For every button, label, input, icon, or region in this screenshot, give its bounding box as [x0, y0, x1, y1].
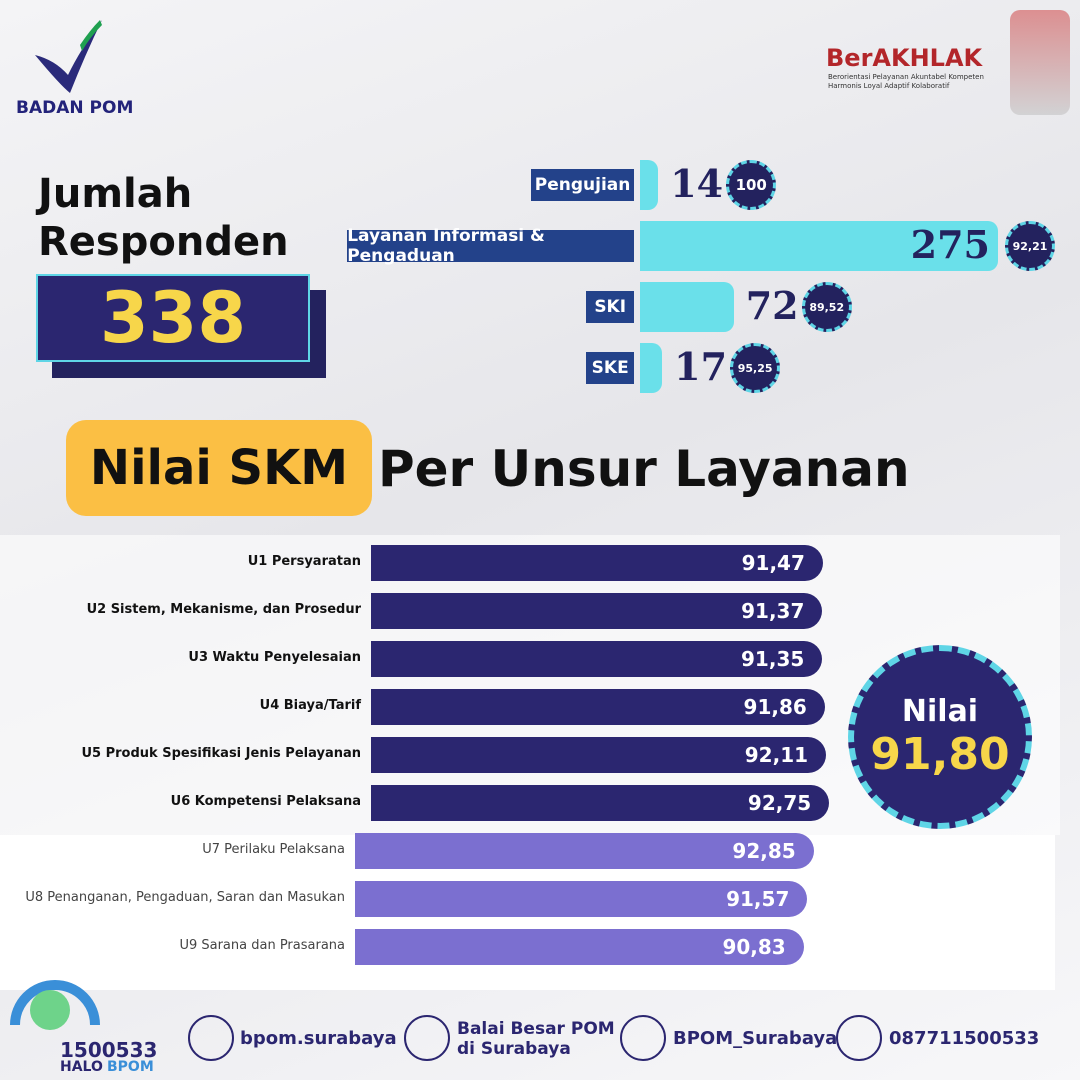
service-count: 72 — [745, 283, 799, 328]
item-bar — [355, 929, 804, 965]
service-score: 95,25 — [730, 343, 781, 393]
item-value: 91,47 — [741, 551, 805, 575]
item-label: U2 Sistem, Mekanisme, dan Prosedur — [86, 602, 361, 617]
item-value: 91,35 — [741, 647, 805, 671]
item-label: U1 Persyaratan — [247, 554, 361, 569]
service-count: 275 — [910, 222, 990, 267]
item-label: U8 Penanganan, Pengaduan, Saran dan Masu… — [25, 890, 345, 905]
service-bar — [640, 160, 659, 210]
whatsapp: 087711500533 — [889, 1028, 1040, 1049]
service-bar — [640, 282, 734, 332]
service-label: Pengujian — [531, 169, 634, 201]
title-line: Responden — [38, 219, 289, 265]
brand-tagline: Berorientasi Pelayanan Akuntabel Kompete… — [828, 73, 984, 81]
item-label: U3 Waktu Penyelesaian — [188, 650, 361, 665]
instagram-icon — [188, 1015, 234, 1061]
item-value: 92,75 — [747, 791, 812, 815]
item-value: 90,83 — [722, 935, 786, 959]
overall-label: Nilai — [901, 694, 979, 729]
brand: BerAKHLAK — [826, 44, 983, 72]
item-bar — [355, 881, 808, 917]
service-score: 92,21 — [1005, 221, 1055, 271]
item-bar — [371, 737, 827, 773]
item-bar — [371, 785, 830, 821]
logo-mark — [35, 20, 102, 93]
item-value: 92,11 — [744, 743, 809, 767]
item-label: U6 Kompetensi Pelaksana — [170, 794, 361, 809]
item-bar — [371, 641, 823, 677]
item-bar — [355, 833, 814, 869]
hotline: 1500533 — [60, 1038, 158, 1062]
title-line: Jumlah — [38, 171, 193, 217]
service-count: 17 — [674, 344, 728, 389]
item-value: 91,37 — [741, 599, 805, 623]
hotline-icon — [10, 980, 100, 1030]
skm-title-highlight: Nilai SKM — [66, 420, 372, 516]
item-value: 92,85 — [732, 839, 796, 863]
service-label: Layanan Informasi & Pengaduan — [347, 226, 634, 266]
service-bar — [640, 221, 998, 271]
item-bar — [371, 593, 823, 629]
total: 338 — [36, 274, 310, 362]
statue — [1010, 10, 1070, 115]
item-bar — [371, 689, 825, 725]
logo-text: BADAN POM — [16, 98, 134, 118]
facebook-icon — [404, 1015, 450, 1061]
hotline-name: HALO — [60, 1059, 103, 1075]
hotline-name: BPOM — [107, 1059, 154, 1075]
item-value: 91,57 — [726, 887, 790, 911]
instagram: bpom.surabaya — [240, 1028, 397, 1049]
overall-value: 91,80 — [870, 729, 1010, 780]
item-value: 91,86 — [743, 695, 807, 719]
whatsapp-icon — [836, 1015, 882, 1061]
item-label: U4 Biaya/Tarif — [259, 698, 361, 713]
twitter: BPOM_Surabaya — [673, 1028, 838, 1049]
item-label: U7 Perilaku Pelaksana — [202, 842, 345, 857]
service-score: 100 — [726, 160, 777, 210]
item-label: U5 Produk Spesifikasi Jenis Pelayanan — [81, 746, 361, 761]
service-score: 89,52 — [801, 282, 852, 332]
overall-badge: Nilai 91,80 — [848, 645, 1032, 829]
twitter-icon — [620, 1015, 666, 1061]
service-bar — [640, 343, 663, 393]
skm-title: Per Unsur Layanan — [378, 440, 910, 498]
facebook: di Surabaya — [457, 1039, 571, 1059]
brand-tagline: Harmonis Loyal Adaptif Kolaboratif — [828, 82, 950, 90]
facebook: Balai Besar POM — [457, 1019, 615, 1039]
item-label: U9 Sarana dan Prasarana — [179, 938, 345, 953]
service-label: SKI — [586, 291, 634, 323]
item-bar — [371, 545, 823, 581]
service-label: SKE — [586, 352, 634, 384]
service-count: 14 — [670, 161, 724, 206]
